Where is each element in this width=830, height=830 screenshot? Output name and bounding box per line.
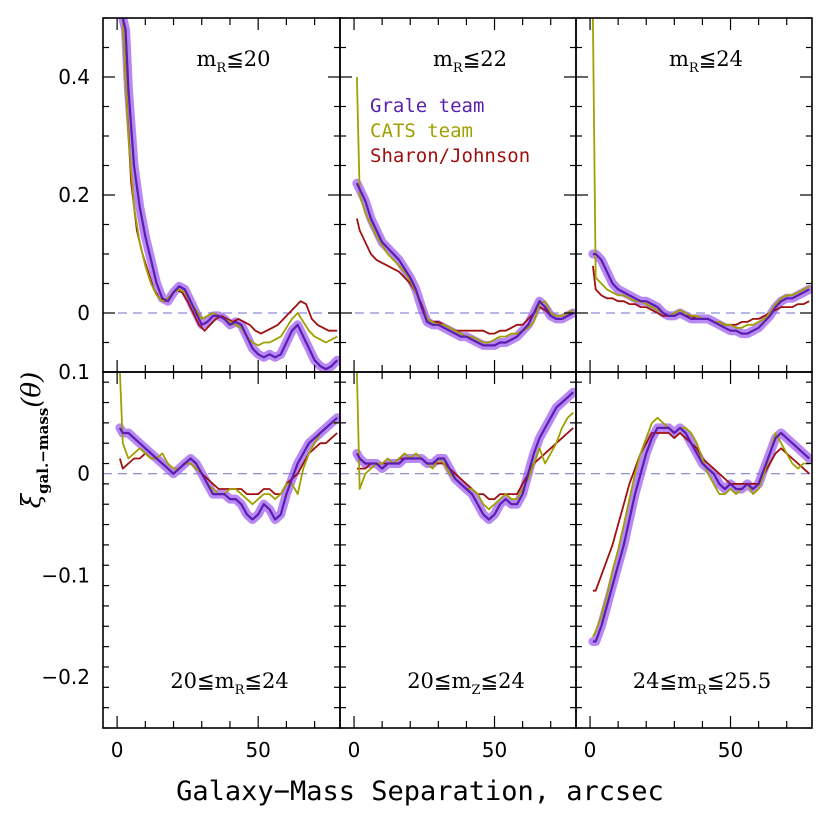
series-line-grale-team: [355, 391, 574, 521]
x-tick-label: 0: [111, 738, 124, 762]
y-tick-label: 0.4: [58, 65, 90, 89]
panel-top-right: mR≦24: [575, 17, 813, 373]
panel-bottom-middle: 20≦mZ≦24: [339, 371, 577, 729]
panel-top-middle: mR≦22: [339, 17, 577, 373]
series-line-cats-team: [121, 18, 338, 347]
y-axis-label: ξgal.−mass(θ): [17, 372, 52, 508]
x-tick-label: 50: [245, 738, 270, 762]
panel-label: 20≦mZ≦24: [407, 669, 525, 698]
panels-group: mR≦20 mR≦22 mR≦24 20≦mR≦24 20≦mZ≦24 24≦mR≦25.…: [102, 17, 813, 729]
grale-team-uncertainty-band: [352, 387, 576, 524]
grale-team-uncertainty-band: [115, 413, 340, 524]
y-tick-label: −0.2: [41, 665, 90, 689]
y-tick-label: −0.1: [41, 563, 90, 587]
panel-label: 24≦mR≦25.5: [633, 669, 771, 698]
panel-top-left: mR≦20: [102, 17, 341, 373]
y-tick-label: 0.1: [58, 360, 90, 384]
series-line-grale-team: [118, 416, 338, 521]
panel-label: mR≦22: [433, 47, 507, 76]
series-line-grale-team: [592, 426, 810, 643]
legend-entry: CATS team: [370, 120, 473, 142]
x-tick-label: 0: [348, 738, 361, 762]
panel-label: mR≦24: [669, 47, 743, 76]
series-line-sharon-johnson: [356, 218, 574, 335]
series-line-grale-team: [121, 18, 338, 371]
series-line-grale-team: [592, 252, 810, 335]
x-tick-label: 0: [584, 738, 597, 762]
grale-team-uncertainty-band: [352, 178, 576, 350]
x-axis-label: Galaxy−Mass Separation, arcsec: [176, 776, 664, 807]
series-group: [118, 18, 340, 372]
series-line-cats-team: [356, 76, 574, 344]
legend-entry: Grale team: [370, 95, 484, 117]
y-tick-label: 0: [77, 301, 90, 325]
series-group: [588, 416, 812, 646]
series-line-cats-team: [119, 372, 338, 506]
legend: Grale team CATS team Sharon/Johnson: [370, 95, 530, 167]
panel-label: mR≦20: [196, 47, 270, 76]
panel-frame: [575, 371, 813, 729]
panel-label: 20≦mR≦24: [170, 669, 288, 698]
x-tick-label: 50: [482, 738, 507, 762]
panel-bottom-left: 20≦mR≦24: [102, 371, 341, 729]
series-group: [115, 372, 340, 524]
series-group: [588, 18, 812, 339]
y-tick-labels: 0.4 0.2 0 0.1 0 −0.1 −0.2: [41, 65, 90, 689]
series-line-cats-team: [592, 18, 810, 329]
series-group: [352, 76, 576, 350]
y-tick-label: 0.2: [58, 183, 90, 207]
legend-entry: Sharon/Johnson: [370, 145, 530, 167]
y-tick-label: 0: [77, 462, 90, 486]
x-tick-labels: 0 50 0 50 0 50: [111, 738, 744, 762]
panel-bottom-right: 24≦mR≦25.5: [575, 371, 813, 729]
series-group: [352, 372, 576, 524]
series-line-grale-team: [355, 182, 574, 347]
x-tick-label: 50: [718, 738, 743, 762]
